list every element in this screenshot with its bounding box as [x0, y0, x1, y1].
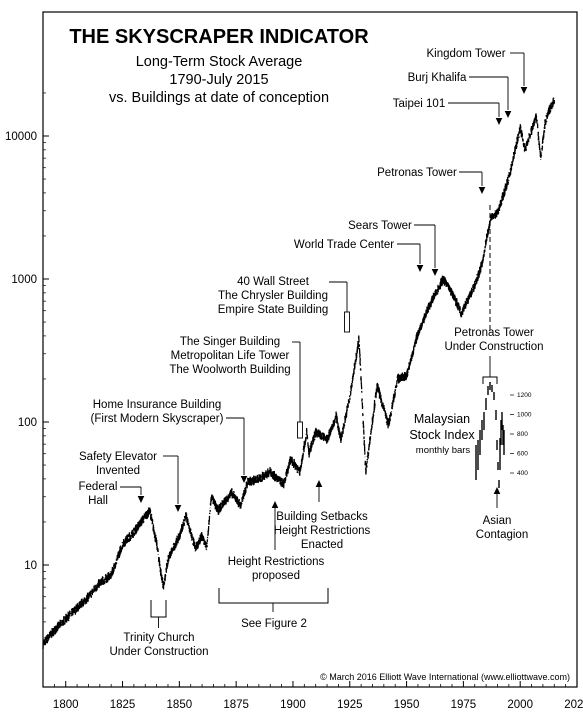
y-tick-label: 100 [18, 417, 37, 429]
y-tick-label: 10000 [5, 131, 37, 143]
label-petronas-under-construction-2: Under Construction [444, 341, 543, 353]
inset-title-1: Malaysian [414, 412, 470, 426]
arrow-taipei-101 [495, 118, 503, 125]
chart-subtitle-3: vs. Buildings at date of conception [109, 90, 329, 106]
arrow-world-trade-center [416, 265, 424, 272]
inset-title-2: Stock Index [409, 428, 475, 442]
bracket-trinity-church [150, 600, 167, 618]
inset-tick-label: 400 [517, 470, 528, 477]
x-tick-label: 1900 [280, 699, 306, 711]
x-tick-label: 2000 [507, 699, 533, 711]
arrow-federal-hall [137, 496, 145, 503]
inset-tick-label: 1200 [517, 392, 532, 399]
label-building-setbacks: Building Setbacks [276, 511, 368, 523]
label-petronas-tower: Petronas Tower [377, 167, 457, 179]
label-taipei-101: Taipei 101 [393, 98, 445, 110]
label-burj-khalifa: Burj Khalifa [408, 72, 467, 84]
inset-tick-label: 1000 [517, 412, 532, 419]
label-safety-elevator: Safety Elevator [79, 451, 157, 463]
malaysian-inset: Malaysian Stock Index monthly bars 400 600 80… [409, 382, 532, 488]
arrow-building-setbacks [315, 480, 323, 487]
copyright-notice: © March 2016 Elliott Wave International … [320, 672, 570, 682]
arrow-asian-contagion [493, 487, 501, 494]
label-invented: Invented [96, 465, 140, 477]
label-home-insurance-building: Home Insurance Building [93, 399, 222, 411]
arrow-petronas-tower [478, 187, 486, 194]
label-world-trade-center: World Trade Center [294, 239, 394, 251]
bracket-1929 [344, 311, 350, 333]
label-asian: Asian [483, 515, 512, 527]
arrow-sears-tower [431, 269, 439, 276]
plot-border [42, 11, 578, 688]
y-tick-label: 1000 [11, 274, 37, 286]
label-contagion: Contagion [476, 529, 528, 541]
x-tick-label: 1825 [110, 699, 136, 711]
label-first-modern-skyscraper: (First Modern Skyscraper) [91, 413, 224, 425]
bracket-1906 [297, 421, 303, 439]
x-tick-label: 2025 [564, 699, 583, 711]
label-height-restrictions-2: Height Restrictions [274, 525, 371, 537]
label-see-figure-2: See Figure 2 [241, 618, 307, 630]
inset-tick-label: 600 [517, 451, 528, 458]
inset-bars [475, 382, 505, 488]
label-federal: Federal [79, 481, 118, 493]
chart-subtitle-2: 1790-July 2015 [169, 72, 268, 88]
x-tick-label: 1875 [223, 699, 249, 711]
x-tick-label: 1800 [53, 699, 79, 711]
arrow-kingdom-tower [520, 87, 528, 94]
x-tick-label: 1925 [337, 699, 363, 711]
inset-subtitle: monthly bars [416, 445, 471, 456]
label-height-restrictions: Height Restrictions [228, 556, 325, 568]
y-tick-label: 10 [24, 560, 37, 572]
price-series [42, 97, 556, 650]
label-chrysler-building: The Chrysler Building [218, 290, 328, 302]
label-enacted: Enacted [301, 539, 343, 551]
label-hall: Hall [88, 495, 108, 507]
label-40-wall-street: 40 Wall Street [237, 276, 310, 288]
price-line [42, 97, 556, 650]
label-proposed: proposed [252, 570, 300, 582]
x-tick-label: 1975 [451, 699, 477, 711]
label-woolworth-building: The Woolworth Building [169, 364, 290, 376]
label-under-construction: Under Construction [109, 646, 208, 658]
label-singer-building: The Singer Building [180, 336, 280, 348]
arrow-burj-khalifa [504, 111, 512, 118]
label-empire-state-building: Empire State Building [218, 304, 329, 316]
x-tick-label: 1950 [394, 699, 420, 711]
axes: 1800 1825 1850 1875 1900 1925 1950 1975 2000 2025… [5, 92, 583, 711]
arrow-height-restrictions [271, 501, 279, 508]
x-tick-label: 1850 [167, 699, 193, 711]
chart-title: THE SKYSCRAPER INDICATOR [69, 26, 369, 48]
label-metropolitan-life-tower: Metropolitan Life Tower [171, 350, 290, 362]
label-kingdom-tower: Kingdom Tower [426, 48, 505, 60]
arrow-home-insurance [240, 476, 248, 483]
bracket-see-figure-2 [218, 588, 329, 604]
label-sears-tower: Sears Tower [348, 220, 412, 232]
annotations: Kingdom Tower Burj Khalifa Taipei 101 Petro… [79, 48, 544, 658]
arrow-safety-elevator [174, 505, 182, 512]
inset-tick-label: 800 [517, 431, 528, 438]
label-petronas-under-construction-1: Petronas Tower [454, 327, 534, 339]
label-trinity-church: Trinity Church [123, 632, 194, 644]
chart-subtitle-1: Long-Term Stock Average [136, 54, 303, 70]
